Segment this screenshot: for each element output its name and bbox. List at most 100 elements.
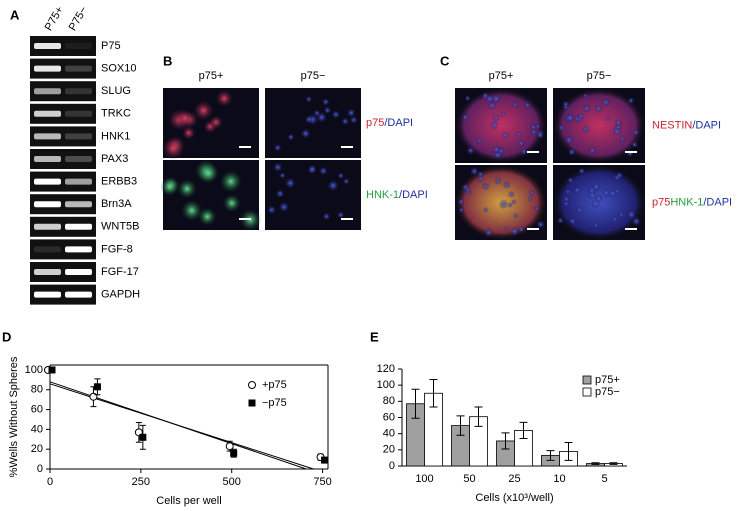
cell xyxy=(491,145,502,155)
cell xyxy=(300,128,312,139)
cell xyxy=(568,216,577,226)
point xyxy=(93,383,101,391)
cell xyxy=(458,206,465,214)
cell xyxy=(537,132,544,139)
gel-band xyxy=(65,65,92,72)
cell xyxy=(342,177,350,185)
cell xyxy=(272,162,283,173)
x-axis-label: Cells per well xyxy=(156,495,221,507)
cell xyxy=(465,190,472,197)
scale-bar xyxy=(341,146,353,148)
gel-band xyxy=(65,178,92,185)
gene-label: HNK1 xyxy=(101,130,130,142)
y-tick-label: 60 xyxy=(31,403,43,415)
cell xyxy=(469,166,480,177)
gel-band xyxy=(34,65,61,72)
cell xyxy=(346,108,357,118)
cell xyxy=(594,194,603,204)
cell xyxy=(215,89,234,108)
cell xyxy=(564,135,575,145)
row-label-part: p75 xyxy=(652,196,670,208)
cell xyxy=(528,189,536,197)
cell xyxy=(626,209,637,220)
error-bar xyxy=(456,415,465,436)
error-bar xyxy=(609,462,618,465)
gel-band xyxy=(34,269,61,275)
scale-bar xyxy=(625,228,637,230)
cell xyxy=(509,226,520,237)
cell xyxy=(477,175,485,183)
x-tick-label: 250 xyxy=(132,476,150,488)
x-tick-label: 10 xyxy=(553,473,565,485)
cell xyxy=(562,200,570,208)
cell xyxy=(627,96,635,105)
cell xyxy=(266,205,277,215)
cell xyxy=(519,147,529,156)
scale-bar xyxy=(239,146,251,148)
gel-band xyxy=(34,133,61,140)
cell xyxy=(527,195,534,202)
scale-bar xyxy=(527,228,539,230)
y-axis-label: %Wells Without Spheres xyxy=(8,356,20,477)
gel-lane xyxy=(30,103,96,124)
gel-band xyxy=(34,88,61,95)
error-bar xyxy=(564,442,573,461)
row-label-part: p75 xyxy=(366,117,384,129)
cell xyxy=(498,199,509,210)
cell xyxy=(577,167,586,175)
y-tick-label: 60 xyxy=(383,411,395,423)
row-label: p75/DAPI xyxy=(366,117,413,129)
row-label-part: NESTIN xyxy=(652,119,692,131)
cell xyxy=(582,104,592,114)
cell xyxy=(197,207,217,227)
y-tick-label: 40 xyxy=(383,428,395,440)
column-label: p75− xyxy=(587,70,612,82)
gene-label: SOX10 xyxy=(101,63,136,75)
row-label-part: /DAPI xyxy=(384,117,413,129)
gel-lane xyxy=(30,81,96,102)
cell xyxy=(604,115,611,122)
cell xyxy=(284,177,297,190)
panel-letter: C xyxy=(440,53,450,68)
cell xyxy=(305,95,313,103)
row-label: p75HNK-1/DAPI xyxy=(652,196,732,208)
cell xyxy=(337,172,345,180)
gel-band xyxy=(65,291,92,298)
cell xyxy=(566,176,575,184)
cell xyxy=(192,99,215,122)
cell xyxy=(304,115,314,124)
cell xyxy=(614,188,620,195)
cell xyxy=(461,183,470,192)
cell xyxy=(461,113,470,122)
x-axis-label: Cells (x10³/well) xyxy=(475,492,553,504)
y-tick-label: 80 xyxy=(383,395,395,407)
gel-lane xyxy=(30,239,96,260)
cell xyxy=(556,216,565,225)
x-tick-label: 750 xyxy=(313,476,331,488)
row-label: HNK-1/DAPI xyxy=(366,189,428,201)
cell xyxy=(482,206,489,213)
cell xyxy=(615,171,624,179)
gel-band xyxy=(65,133,92,140)
y-tick-label: 20 xyxy=(383,444,395,456)
gel-band xyxy=(65,43,92,49)
gene-label: Brn3A xyxy=(101,198,132,210)
gel-lane xyxy=(30,171,96,192)
gel-lane xyxy=(30,284,96,305)
cell xyxy=(197,162,219,184)
y-tick-label: 120 xyxy=(377,363,395,375)
legend-label: −p75 xyxy=(262,397,287,409)
cell xyxy=(322,212,331,221)
gel-band xyxy=(34,178,61,185)
cell xyxy=(273,143,282,152)
cell xyxy=(614,123,623,132)
cell xyxy=(510,198,517,205)
y-tick-label: 20 xyxy=(31,443,43,455)
cell xyxy=(222,193,242,213)
cell xyxy=(323,106,332,115)
cell xyxy=(601,97,611,107)
y-tick-label: 100 xyxy=(377,379,395,391)
x-tick-label: 5 xyxy=(601,473,607,485)
panel-letter: E xyxy=(370,329,379,344)
